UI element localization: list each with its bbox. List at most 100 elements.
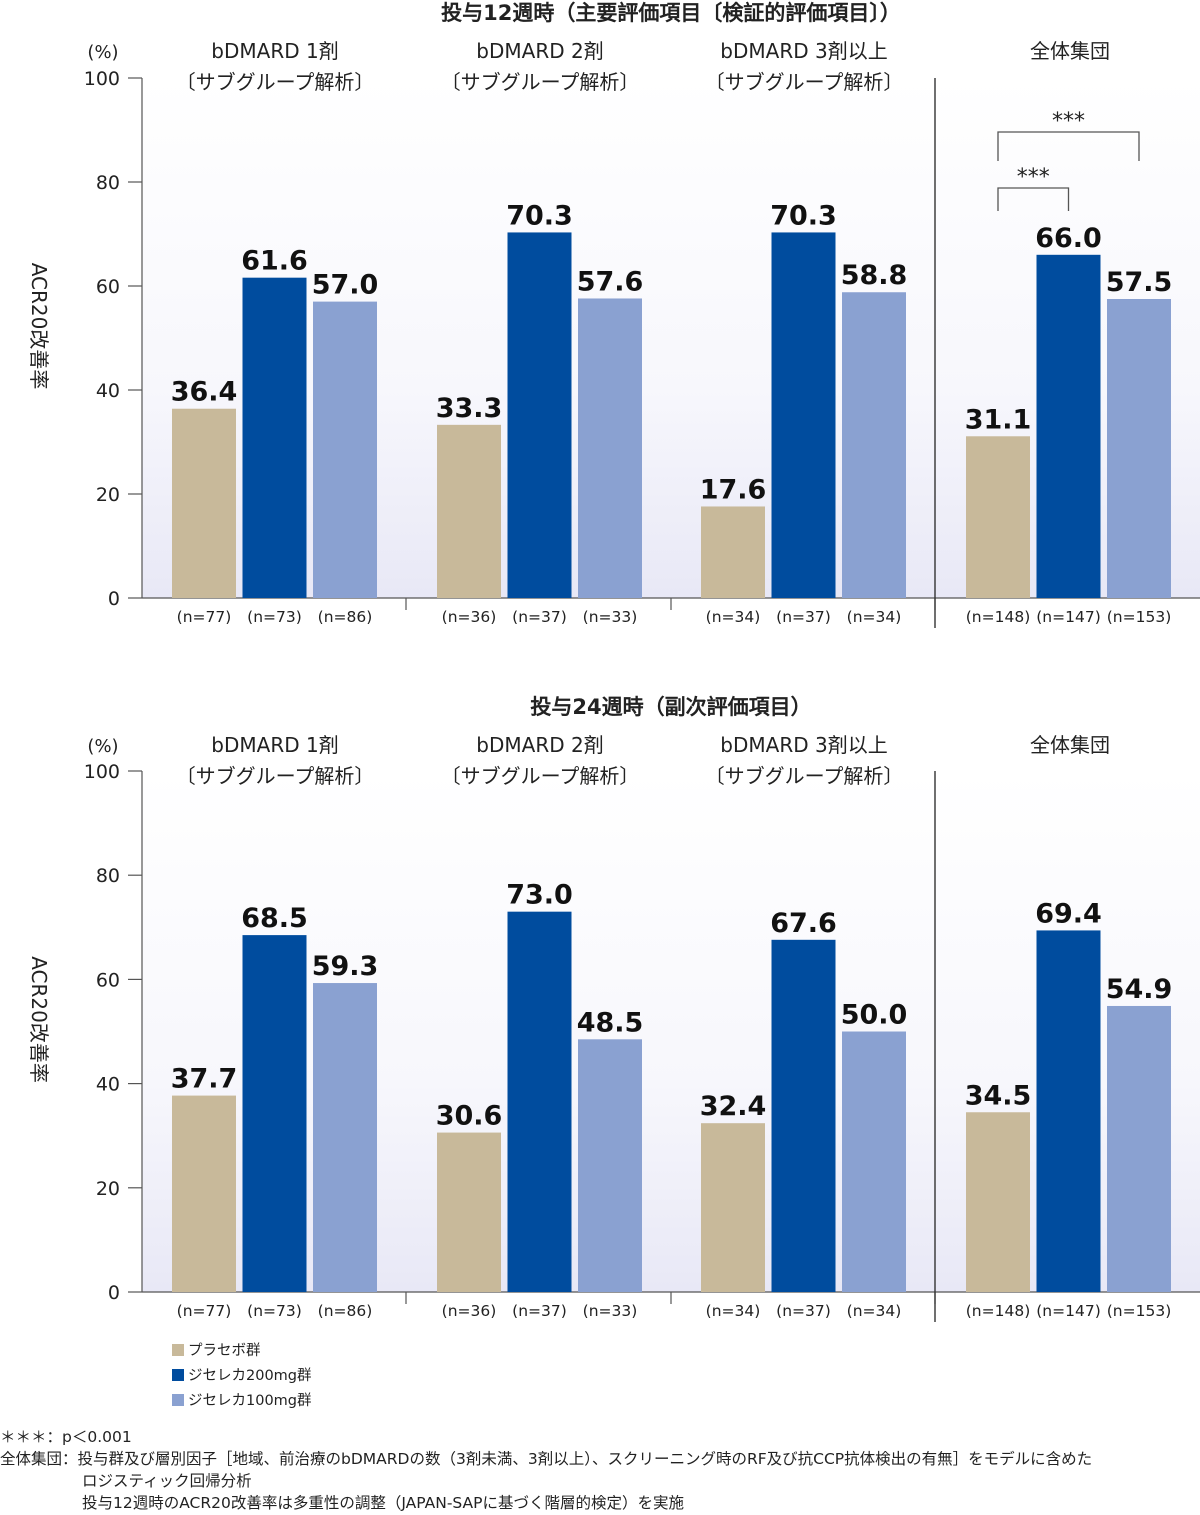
data-label: 57.5: [1106, 267, 1173, 298]
y-tick-label: 100: [84, 68, 120, 90]
data-label: 58.8: [841, 260, 908, 291]
bar: [1036, 254, 1101, 599]
y-tick-label: 40: [96, 1074, 120, 1096]
group-header: bDMARD 2剤: [476, 733, 603, 757]
bar: [771, 232, 836, 598]
n-label: (n=153): [1107, 1302, 1172, 1320]
footnotes: ＊＊＊：p＜0.001 全体集団：投与群及び層別因子［地域、前治療のbDMARD…: [0, 1426, 1200, 1514]
legend-swatch: [172, 1394, 184, 1406]
bar: [172, 1095, 236, 1292]
bar: [701, 1123, 765, 1292]
n-label: (n=37): [776, 608, 831, 626]
bar: [1107, 1005, 1171, 1292]
population-footnote-line3: 投与12週時のACR20改善率は多重性の調整（JAPAN-SAPに基づく階層的検…: [82, 1494, 684, 1512]
y-tick-label: 20: [96, 484, 120, 506]
significance-marker: ***: [1052, 109, 1085, 134]
n-label: (n=148): [966, 608, 1031, 626]
bar: [313, 983, 377, 1292]
chart-title: 投与24週時（副次評価項目）: [530, 695, 811, 719]
y-tick-label: 60: [96, 276, 120, 298]
data-label: 36.4: [171, 377, 238, 408]
y-tick-label: 80: [96, 865, 120, 887]
data-label: 54.9: [1106, 974, 1173, 1005]
data-label: 67.6: [770, 908, 837, 939]
legend-swatch: [172, 1344, 184, 1356]
bar: [507, 232, 572, 598]
n-label: (n=33): [583, 1302, 638, 1320]
legend-swatch: [172, 1369, 184, 1381]
legend-label: ジセレカ100mg群: [188, 1392, 312, 1409]
data-label: 50.0: [841, 1000, 908, 1031]
data-label: 31.1: [965, 404, 1032, 435]
group-header: bDMARD 3剤以上: [720, 733, 887, 757]
significance-bracket: [997, 187, 1070, 211]
n-label: (n=77): [177, 1302, 232, 1320]
n-label: (n=153): [1107, 608, 1172, 626]
n-label: (n=36): [442, 1302, 497, 1320]
data-label: 68.5: [241, 903, 308, 934]
group-header: bDMARD 2剤: [476, 39, 603, 63]
y-unit-label: (%): [87, 736, 118, 757]
bar: [1036, 930, 1101, 1292]
group-subheader: 〔サブグループ解析〕: [705, 70, 904, 94]
n-label: (n=77): [177, 608, 232, 626]
chart-title: 投与12週時（主要評価項目〔検証的評価項目〕）: [441, 1, 901, 25]
bar: [242, 277, 307, 598]
data-label: 69.4: [1035, 898, 1102, 929]
n-label: (n=148): [966, 1302, 1031, 1320]
legend-label: プラセボ群: [188, 1342, 261, 1359]
bar: [1107, 299, 1171, 598]
group-subheader: 〔サブグループ解析〕: [176, 764, 375, 788]
n-label: (n=86): [318, 1302, 373, 1320]
n-label: (n=34): [847, 1302, 902, 1320]
data-label: 37.7: [171, 1064, 238, 1095]
data-label: 66.0: [1035, 223, 1102, 254]
data-label: 33.3: [436, 393, 503, 424]
y-tick-label: 20: [96, 1178, 120, 1200]
data-label: 59.3: [312, 951, 379, 982]
n-label: (n=147): [1036, 1302, 1101, 1320]
bar: [578, 298, 642, 598]
significance-bracket: [997, 131, 1140, 161]
n-label: (n=34): [706, 1302, 761, 1320]
acr20-bar-charts: 投与12週時（主要評価項目〔検証的評価項目〕） (%) ACR20改善率 0 20 40 6…: [27, 1, 1200, 1409]
significance-marker: ***: [1017, 165, 1050, 190]
n-label: (n=73): [247, 1302, 302, 1320]
bar: [578, 1039, 642, 1292]
data-label: 48.5: [577, 1007, 644, 1038]
bar: [966, 436, 1030, 598]
y-tick-label: 100: [84, 761, 120, 783]
n-label: (n=34): [847, 608, 902, 626]
n-label: (n=147): [1036, 608, 1101, 626]
significance-footnote: ＊＊＊：p＜0.001: [0, 1428, 132, 1446]
n-label: (n=37): [512, 608, 567, 626]
group-subheader: 〔サブグループ解析〕: [441, 764, 640, 788]
bar: [313, 301, 377, 598]
population-footnote-line2: ロジスティック回帰分析: [82, 1472, 252, 1490]
data-label: 61.6: [241, 246, 308, 277]
bar: [842, 1031, 906, 1292]
group-subheader: 〔サブグループ解析〕: [176, 70, 375, 94]
bar: [842, 292, 906, 598]
data-label: 57.6: [577, 266, 644, 297]
bar: [242, 935, 307, 1292]
group-header: bDMARD 3剤以上: [720, 39, 887, 63]
group-subheader: 〔サブグループ解析〕: [705, 764, 904, 788]
y-tick-label: 80: [96, 172, 120, 194]
y-unit-label: (%): [87, 42, 118, 63]
bar: [507, 911, 572, 1292]
bar: [437, 424, 501, 598]
n-label: (n=37): [776, 1302, 831, 1320]
bar: [437, 1132, 501, 1292]
y-tick-label: 60: [96, 969, 120, 991]
y-axis-label: ACR20改善率: [27, 263, 51, 390]
data-label: 30.6: [436, 1101, 503, 1132]
bar: [966, 1112, 1030, 1292]
group-header: 全体集団: [1030, 733, 1110, 757]
bar: [771, 939, 836, 1292]
data-label: 70.3: [506, 200, 573, 231]
y-axis-label: ACR20改善率: [27, 956, 51, 1083]
n-label: (n=37): [512, 1302, 567, 1320]
n-label: (n=34): [706, 608, 761, 626]
n-label: (n=33): [583, 608, 638, 626]
